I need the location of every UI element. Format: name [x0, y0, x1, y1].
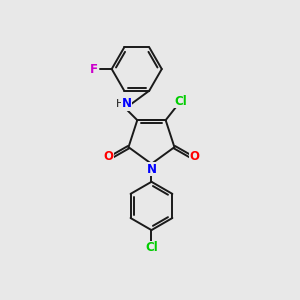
Text: O: O — [103, 150, 113, 163]
Text: N: N — [122, 97, 132, 110]
Text: O: O — [190, 150, 200, 163]
Text: F: F — [90, 62, 98, 76]
Text: Cl: Cl — [145, 241, 158, 254]
Text: H: H — [116, 99, 125, 109]
Text: Cl: Cl — [175, 94, 188, 108]
Text: N: N — [146, 163, 157, 176]
